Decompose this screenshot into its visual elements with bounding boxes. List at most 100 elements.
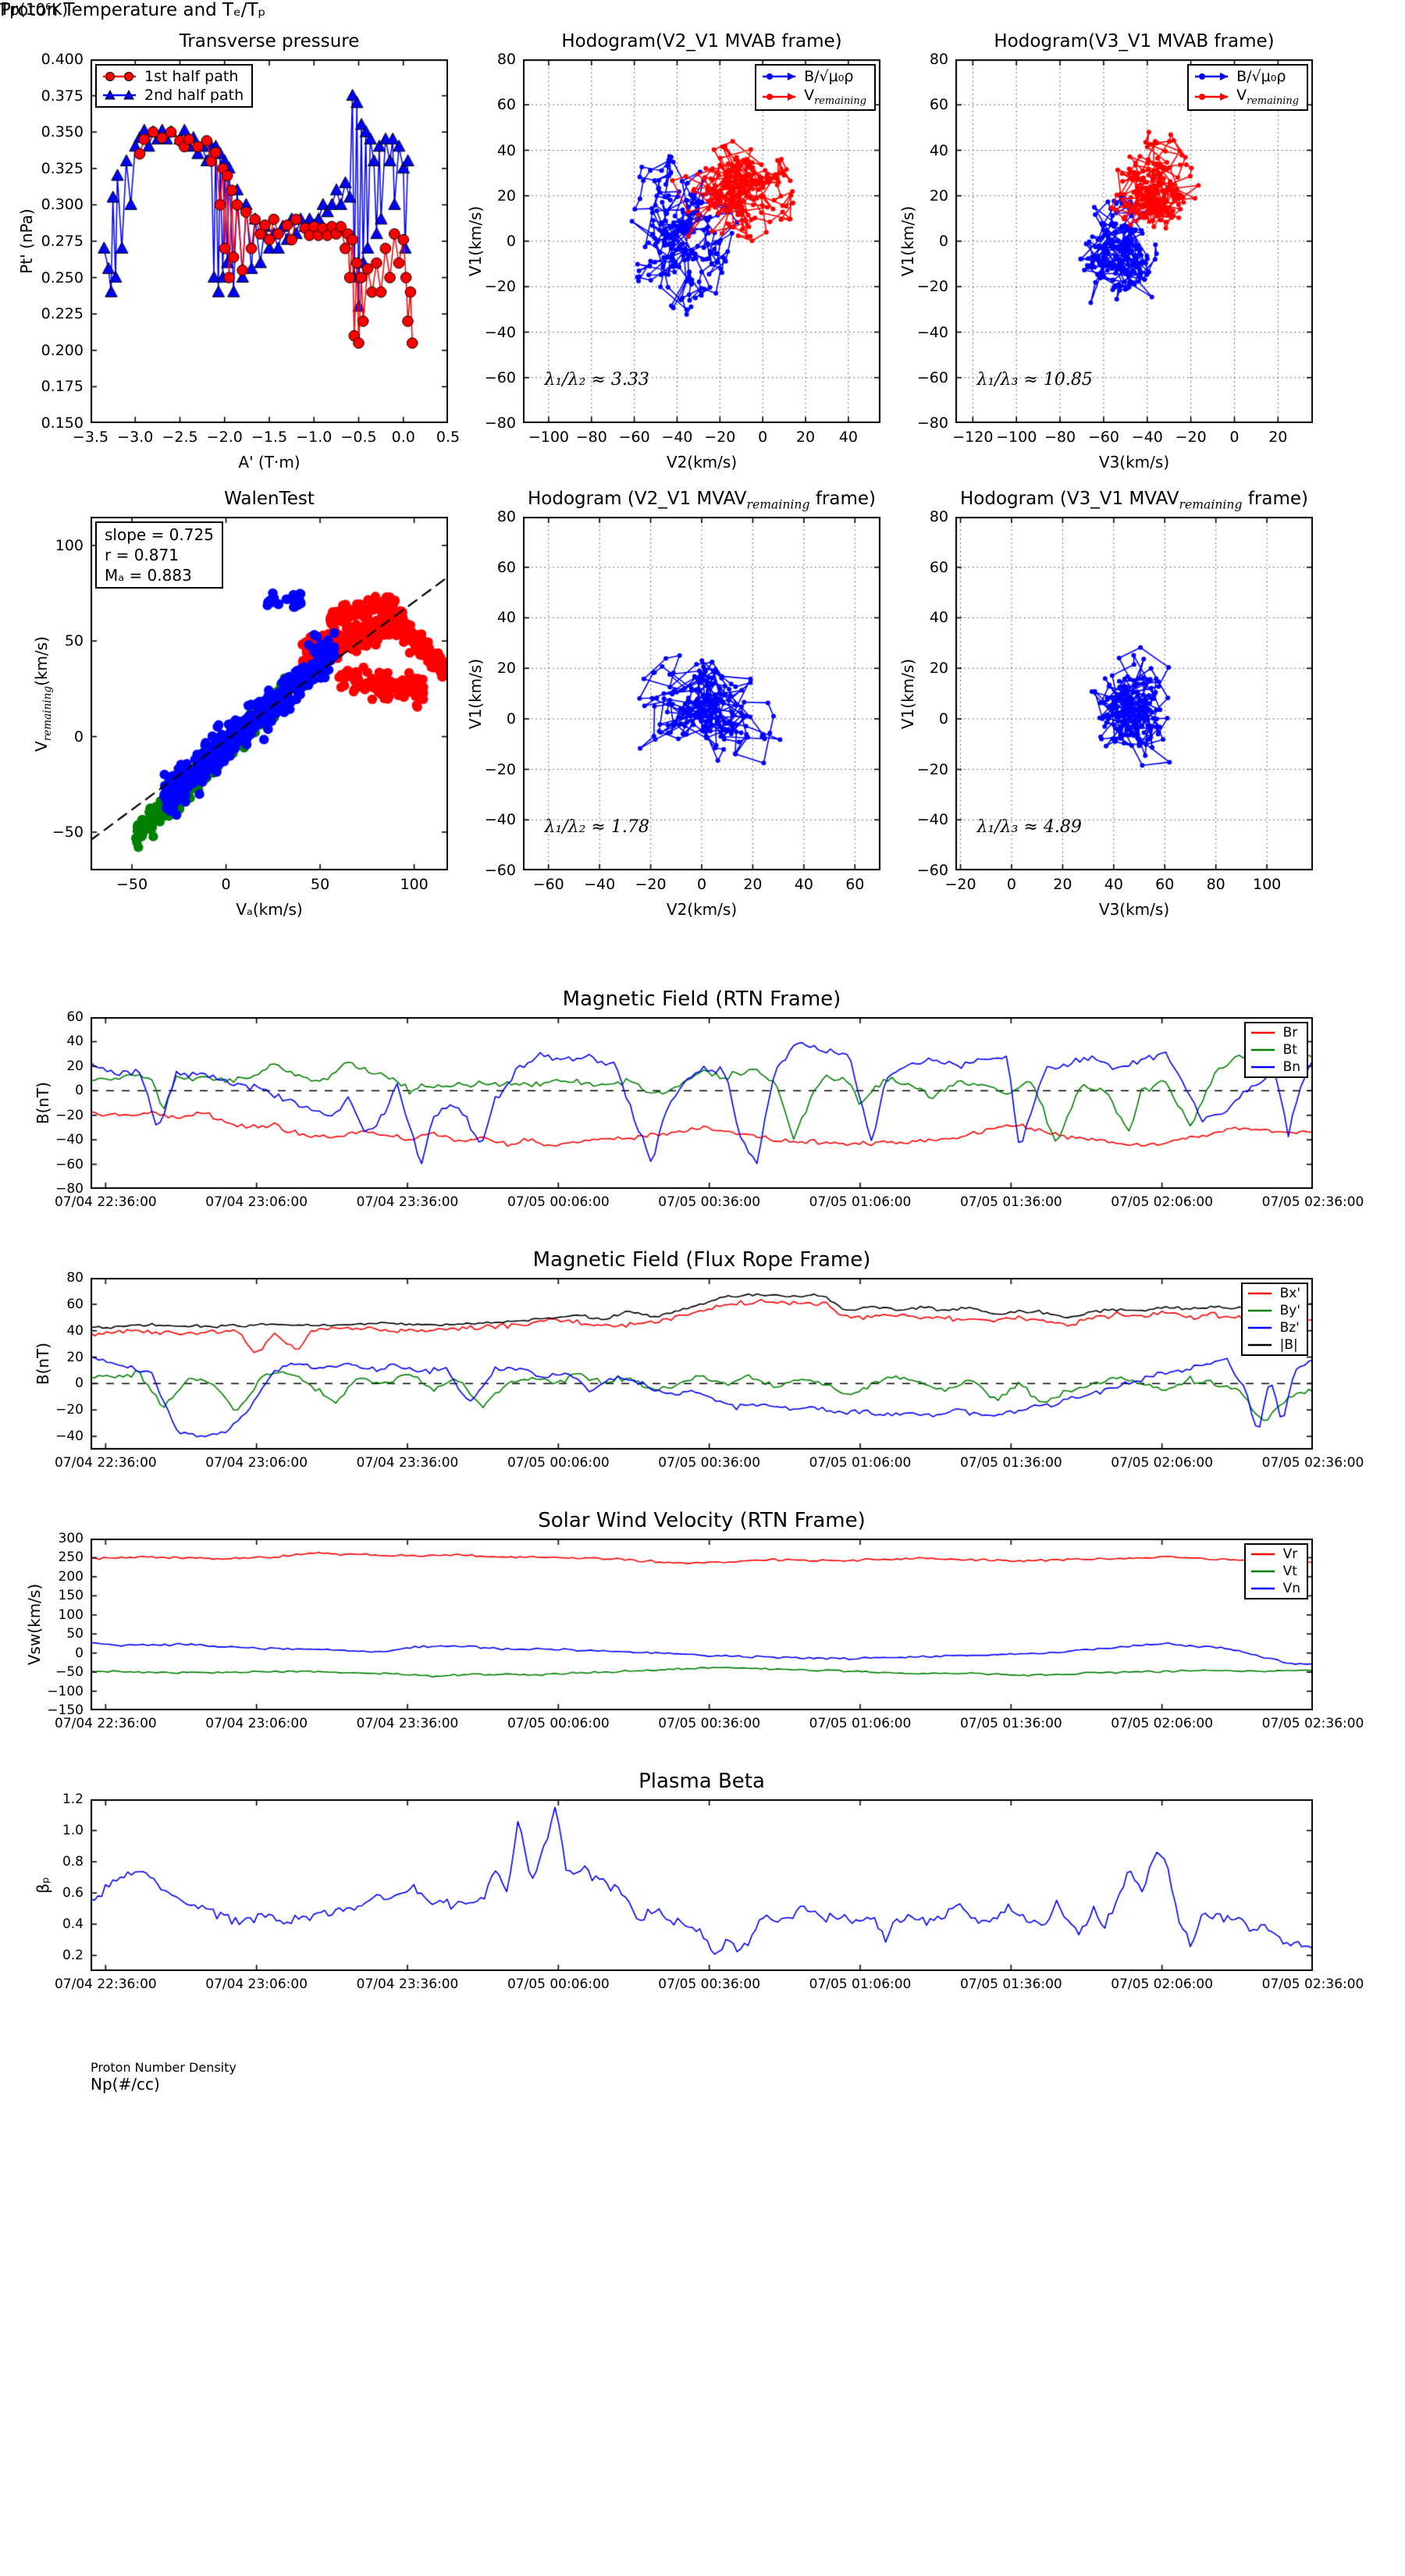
- lambda-ratio-annotation: λ₁/λ₂ ≈ 3.33: [544, 370, 649, 390]
- legend-entry-label: Bn: [1282, 1059, 1300, 1075]
- y-tick-label: −50: [52, 824, 84, 841]
- x-tick-label: 07/05 00:36:00: [658, 1716, 761, 1731]
- y-tick-label: 20: [496, 187, 516, 205]
- x-tick-label: 40: [1104, 876, 1123, 893]
- hodogram-v3v1-mvav-title: Hodogram (V3_V1 MVAVremaining frame): [959, 489, 1309, 512]
- hodogram-v2v1-mvab-ylabel: V1(km/s): [465, 205, 485, 277]
- y-tick-label: 200: [58, 1568, 84, 1585]
- hodogram-v2v1-mvav-ylabel: V1(km/s): [465, 658, 485, 729]
- x-tick-label: −100: [996, 429, 1037, 446]
- y-tick-label: 60: [496, 558, 516, 576]
- legend-entry: Vn: [1250, 1581, 1300, 1596]
- legend-box: Bx' By' Bz' |B|: [1240, 1283, 1308, 1356]
- legend-entry: 1st half path: [101, 68, 244, 85]
- walen-test-ylabel: Vremaining(km/s): [31, 635, 54, 752]
- y-tick-label: 50: [66, 1626, 84, 1642]
- y-tick-label: 0.2: [62, 1948, 84, 1963]
- y-tick-label: 0.350: [41, 123, 84, 141]
- y-tick-label: 20: [66, 1349, 84, 1365]
- legend-sample-arrow-icon: [763, 73, 796, 80]
- x-tick-label: 20: [743, 876, 763, 893]
- x-tick-label: −20: [1175, 429, 1207, 446]
- y-tick-label: 1.0: [62, 1823, 84, 1838]
- y-tick-label: −20: [55, 1402, 84, 1418]
- y-tick-label: 40: [66, 1034, 84, 1050]
- legend-entry: |B|: [1247, 1337, 1300, 1353]
- hodogram-v3v1-mvab-ylabel: V1(km/s): [898, 205, 917, 277]
- hodogram-v3v1-mvav-ylabel: V1(km/s): [898, 658, 917, 729]
- y-tick-label: 20: [496, 660, 516, 678]
- x-tick-label: −0.5: [340, 429, 377, 446]
- legend-entry: 2nd half path: [101, 87, 244, 104]
- legend-entry: Vremaining: [1193, 87, 1299, 107]
- y-tick-label: 40: [496, 609, 516, 627]
- y-tick-label: 0: [75, 1645, 84, 1661]
- y-tick-label: 0.175: [41, 378, 84, 396]
- y-tick-label: 0.250: [41, 269, 84, 286]
- y-tick-label: 40: [66, 1322, 84, 1339]
- x-tick-label: 07/04 22:36:00: [54, 1455, 157, 1471]
- solar-wind-velocity-plot: [91, 1539, 1313, 1710]
- x-tick-label: 07/05 01:36:00: [959, 1194, 1062, 1210]
- panel-hodogram-v3v1-mvav: Hodogram (V3_V1 MVAVremaining frame) V3(…: [898, 489, 1313, 919]
- legend-entry-label: Br: [1282, 1025, 1298, 1041]
- legend-sample-arrow-icon: [1195, 73, 1229, 80]
- x-tick-label: −60: [618, 429, 650, 446]
- legend-sample-circle-icon: [103, 72, 136, 81]
- y-tick-label: 80: [496, 51, 516, 68]
- x-tick-label: 0: [1006, 876, 1017, 893]
- panel-magnetic-field-flux-rope: Magnetic Field (Flux Rope Frame) B(nT) 0…: [34, 1248, 1364, 1471]
- legend-entry-label: Bx': [1279, 1286, 1300, 1301]
- x-tick-label: −40: [661, 429, 693, 446]
- y-tick-label: 0.4: [62, 1916, 84, 1932]
- y-tick-label: 0.275: [41, 233, 84, 250]
- y-tick-label: −20: [55, 1107, 84, 1123]
- x-tick-label: 50: [310, 876, 330, 893]
- y-tick-label: 60: [496, 96, 516, 114]
- legend-sample-line-icon: [1247, 1292, 1272, 1295]
- panel-walen-test: WalenTest Vₐ(km/s) Vremaining(km/s) −50 0…: [32, 489, 448, 919]
- legend-entry: By': [1247, 1303, 1300, 1318]
- hodogram-v3v1-mvab-xlabel: V3(km/s): [1098, 453, 1170, 471]
- legend-box: B/√μ₀ρ Vremaining: [755, 64, 876, 111]
- hodogram-v2v1-mvab-plot: [523, 59, 880, 423]
- y-tick-label: 60: [929, 96, 948, 114]
- hodogram-v2v1-mvav-plot: [523, 517, 880, 870]
- x-tick-label: 07/05 01:06:00: [809, 1194, 912, 1210]
- x-tick-label: 07/05 02:06:00: [1111, 1455, 1214, 1471]
- y-tick-label: 100: [58, 1606, 84, 1623]
- proton-temperature-ylabel: Tp(10⁶K): [0, 0, 69, 19]
- x-tick-label: 100: [1252, 876, 1282, 893]
- y-tick-label: 250: [58, 1550, 84, 1566]
- transverse-pressure-ylabel: Pt' (nPa): [16, 208, 36, 274]
- legend-entry-label: Vremaining: [1236, 87, 1299, 107]
- panel-solar-wind-velocity: Solar Wind Velocity (RTN Frame) Vsw(km/s…: [25, 1509, 1364, 1731]
- x-tick-label: 07/05 00:06:00: [507, 1716, 610, 1731]
- y-tick-label: −60: [916, 862, 948, 879]
- x-tick-label: 40: [838, 429, 858, 446]
- legend-entry: B/√μ₀ρ: [1193, 68, 1299, 85]
- y-tick-label: 80: [929, 508, 948, 525]
- x-tick-label: 07/05 02:06:00: [1111, 1194, 1214, 1210]
- x-tick-label: −80: [1044, 429, 1076, 446]
- x-tick-label: 07/05 02:36:00: [1261, 1194, 1364, 1210]
- x-tick-label: −50: [116, 876, 148, 893]
- panel-hodogram-v2v1-mvav: Hodogram (V2_V1 MVAVremaining frame) V2(…: [466, 489, 880, 919]
- y-tick-label: 0.300: [41, 196, 84, 214]
- legend-sample-line-icon: [1250, 1066, 1275, 1069]
- y-tick-label: 0: [75, 1083, 84, 1099]
- x-tick-label: 07/05 00:06:00: [507, 1455, 610, 1471]
- legend-sample-line-icon: [1250, 1048, 1275, 1051]
- lambda-ratio-annotation: λ₁/λ₃ ≈ 10.85: [976, 370, 1093, 390]
- y-tick-label: −60: [484, 862, 516, 879]
- walen-test-xlabel: Vₐ(km/s): [236, 900, 303, 919]
- x-tick-label: 20: [1268, 429, 1288, 446]
- fit-stats-line: slope = 0.725: [105, 525, 214, 544]
- x-tick-label: 07/05 01:36:00: [959, 1455, 1062, 1471]
- x-tick-label: 07/05 00:06:00: [507, 1194, 610, 1210]
- magnetic-field-flux-rope-plot: [91, 1278, 1313, 1450]
- legend-sample-line-icon: [1250, 1570, 1275, 1573]
- x-tick-label: 07/04 23:36:00: [356, 1194, 459, 1210]
- x-tick-label: 07/04 23:06:00: [205, 1455, 308, 1471]
